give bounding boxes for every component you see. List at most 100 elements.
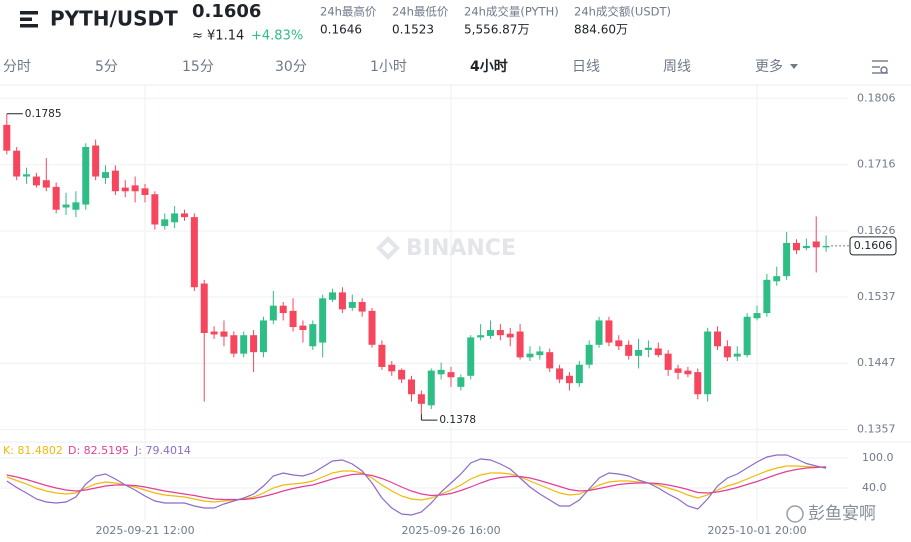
interval-tab[interactable]: 日线 — [572, 59, 600, 75]
candle-body — [250, 335, 258, 353]
candle-body — [546, 352, 554, 369]
candle-body — [773, 276, 781, 282]
stat-value: 0.1523 — [392, 23, 434, 37]
interval-tab[interactable]: 1小时 — [370, 59, 407, 75]
candle-body — [447, 372, 455, 378]
last-price: 0.1606 — [192, 1, 261, 22]
candle-body — [279, 305, 287, 314]
candle-body — [704, 331, 712, 395]
candle-body — [13, 150, 21, 177]
candle-body — [398, 369, 406, 380]
candle-body — [477, 335, 485, 338]
candle-body — [635, 349, 643, 356]
candle-body — [3, 124, 11, 151]
candle-body — [52, 186, 60, 210]
candle-body — [388, 364, 396, 372]
current-price-label: 0.1606 — [854, 239, 893, 252]
interval-tab[interactable]: 4小时 — [470, 58, 508, 75]
max-marker-label: 0.1785 — [25, 108, 62, 120]
candle-body — [585, 344, 593, 365]
candle-body — [358, 301, 366, 312]
settings-icon[interactable] — [872, 60, 888, 74]
candle-body — [625, 344, 633, 356]
candle-body — [674, 368, 682, 373]
candle-body — [102, 172, 110, 178]
candle-body — [654, 348, 662, 356]
interval-tab[interactable]: 分时 — [3, 59, 31, 75]
interval-tab[interactable]: 更多 — [755, 58, 783, 75]
min-marker-label: 0.1378 — [439, 414, 476, 426]
indicator-tick-label: 40.0 — [862, 481, 887, 494]
candle-body — [180, 213, 188, 218]
candle-body — [556, 368, 564, 380]
current-price-tag — [849, 236, 897, 256]
candle-body — [141, 188, 149, 195]
interval-tab[interactable]: 周线 — [663, 59, 691, 75]
candle-body — [259, 320, 267, 353]
watermark: BINANCE — [406, 236, 516, 261]
x-tick-label: 2025-10-01 20:00 — [707, 524, 806, 537]
candle-body — [82, 146, 90, 205]
indicator-line — [6, 466, 827, 501]
candle-body — [644, 347, 652, 350]
candle-body — [427, 370, 435, 406]
candle-body — [783, 242, 791, 277]
header: PYTH/USDT 0.1606 ≈ ¥1.14 +4.83% — [20, 1, 303, 44]
candle-body — [338, 292, 346, 310]
candle-body — [348, 301, 356, 308]
candle-body — [615, 340, 623, 347]
candle-body — [792, 242, 800, 251]
candle-body — [763, 279, 771, 314]
stat-label: 24h成交量(PYTH) — [464, 5, 559, 19]
candle-body — [200, 283, 208, 333]
logo-bar — [20, 17, 32, 21]
candle-body — [575, 364, 583, 384]
stat-value: 884.60万 — [574, 23, 628, 37]
interval-tab[interactable]: 5分 — [95, 59, 118, 75]
plot: BINANCE 2025-09-21 12:00 2025-09-26 16:00 2… — [0, 85, 911, 537]
interval-tab[interactable]: 30分 — [275, 59, 307, 75]
x-tick-label: 2025-09-21 12:00 — [95, 524, 194, 537]
symbol[interactable]: PYTH/USDT — [50, 7, 178, 31]
indicator-legend: K: 81.4802 — [3, 444, 63, 457]
candle-body — [42, 180, 50, 188]
candle-body — [486, 330, 494, 336]
candle-body — [131, 185, 139, 192]
candle-body — [723, 346, 731, 358]
candle-body — [802, 245, 810, 249]
candle-body — [190, 217, 198, 288]
indicator-legend: D: 82.5195 — [68, 444, 129, 457]
credit: 彭鱼宴啊 — [808, 504, 876, 524]
candle-body — [536, 351, 544, 356]
credit-icon — [786, 505, 804, 523]
candle-body — [437, 369, 445, 375]
dropdown-arrow — [790, 64, 798, 69]
candle-body — [605, 320, 613, 343]
candle-body — [220, 331, 228, 337]
x-tick-label: 2025-09-26 16:00 — [401, 524, 500, 537]
candle-body — [121, 187, 129, 192]
stat-value: 0.1646 — [320, 23, 362, 37]
candle-body — [743, 316, 751, 356]
candle-body — [319, 298, 327, 343]
logo-bar — [20, 11, 38, 15]
candle-body — [714, 331, 722, 347]
y-tick-label: 0.1447 — [857, 356, 896, 369]
indicator-line — [6, 465, 827, 503]
candle-body — [62, 204, 70, 208]
candle-body — [240, 335, 248, 354]
candle-body — [417, 394, 425, 404]
candle-body — [230, 335, 238, 354]
stat-label: 24h最低价 — [392, 5, 449, 19]
interval-tab[interactable]: 15分 — [182, 59, 214, 75]
candle-body — [368, 310, 376, 345]
stat-label: 24h成交额(USDT) — [574, 5, 671, 19]
candle-body — [111, 170, 119, 192]
y-tick-label: 0.1357 — [857, 423, 896, 436]
candle-body — [210, 331, 218, 335]
candle-body — [408, 379, 416, 395]
candle-body — [526, 353, 534, 358]
candle-body — [457, 377, 465, 387]
